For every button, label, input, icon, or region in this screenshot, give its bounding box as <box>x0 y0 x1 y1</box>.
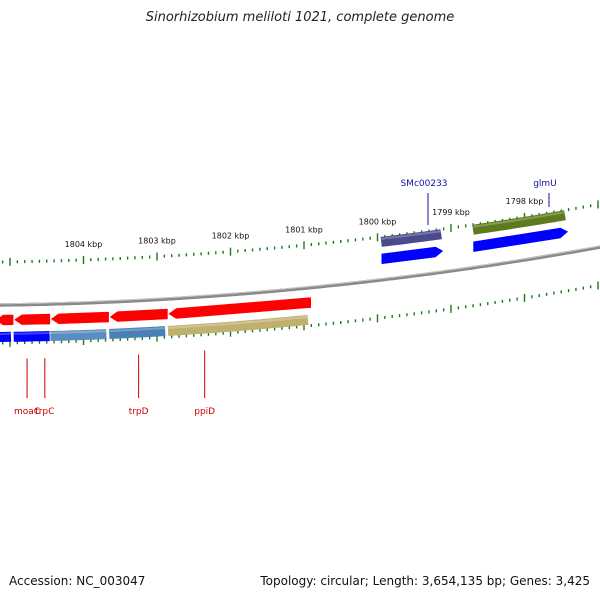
feature-label-trpD: trpD <box>129 407 149 417</box>
genome-summary-label: Topology: circular; Length: 3,654,135 bp… <box>260 574 590 588</box>
feature-label-SMc00233: SMc00233 <box>400 179 447 189</box>
map-title: Sinorhizobium meliloti 1021, complete ge… <box>0 10 600 25</box>
reverse-gene-moaC <box>14 336 50 337</box>
feature-label-glmU: glmU <box>533 179 557 189</box>
tick-label: 1799 kbp <box>432 208 470 217</box>
accession-label: Accession: NC_003047 <box>9 574 145 588</box>
backbone-line <box>0 247 600 305</box>
feature-label-trpC: trpC <box>35 407 54 417</box>
tick-label: 1801 kbp <box>285 225 323 234</box>
forward-cds-glmU <box>473 215 565 230</box>
feature-label-ppiD: ppiD <box>194 407 215 417</box>
tick-label: 1800 kbp <box>359 217 397 226</box>
tick-label: 1802 kbp <box>212 232 250 241</box>
reverse-cds-trpC <box>50 312 109 325</box>
reverse-gene-moaC-highlight <box>14 333 50 334</box>
forward-gene-SMc00233 <box>381 247 444 265</box>
reverse-cds-trpD <box>109 308 168 322</box>
tick-label: 1804 kbp <box>65 240 103 249</box>
reverse-gene-trpC <box>50 334 106 336</box>
reverse-gene-ppiD <box>168 320 308 331</box>
backbone-highlight <box>0 246 600 304</box>
reverse-cds-ppiD <box>168 297 311 319</box>
reverse-cds-moaC <box>14 314 51 326</box>
tick-label: 1798 kbp <box>506 197 544 206</box>
tick-label: 1803 kbp <box>138 237 176 246</box>
reverse-cds-partial <box>0 314 14 325</box>
